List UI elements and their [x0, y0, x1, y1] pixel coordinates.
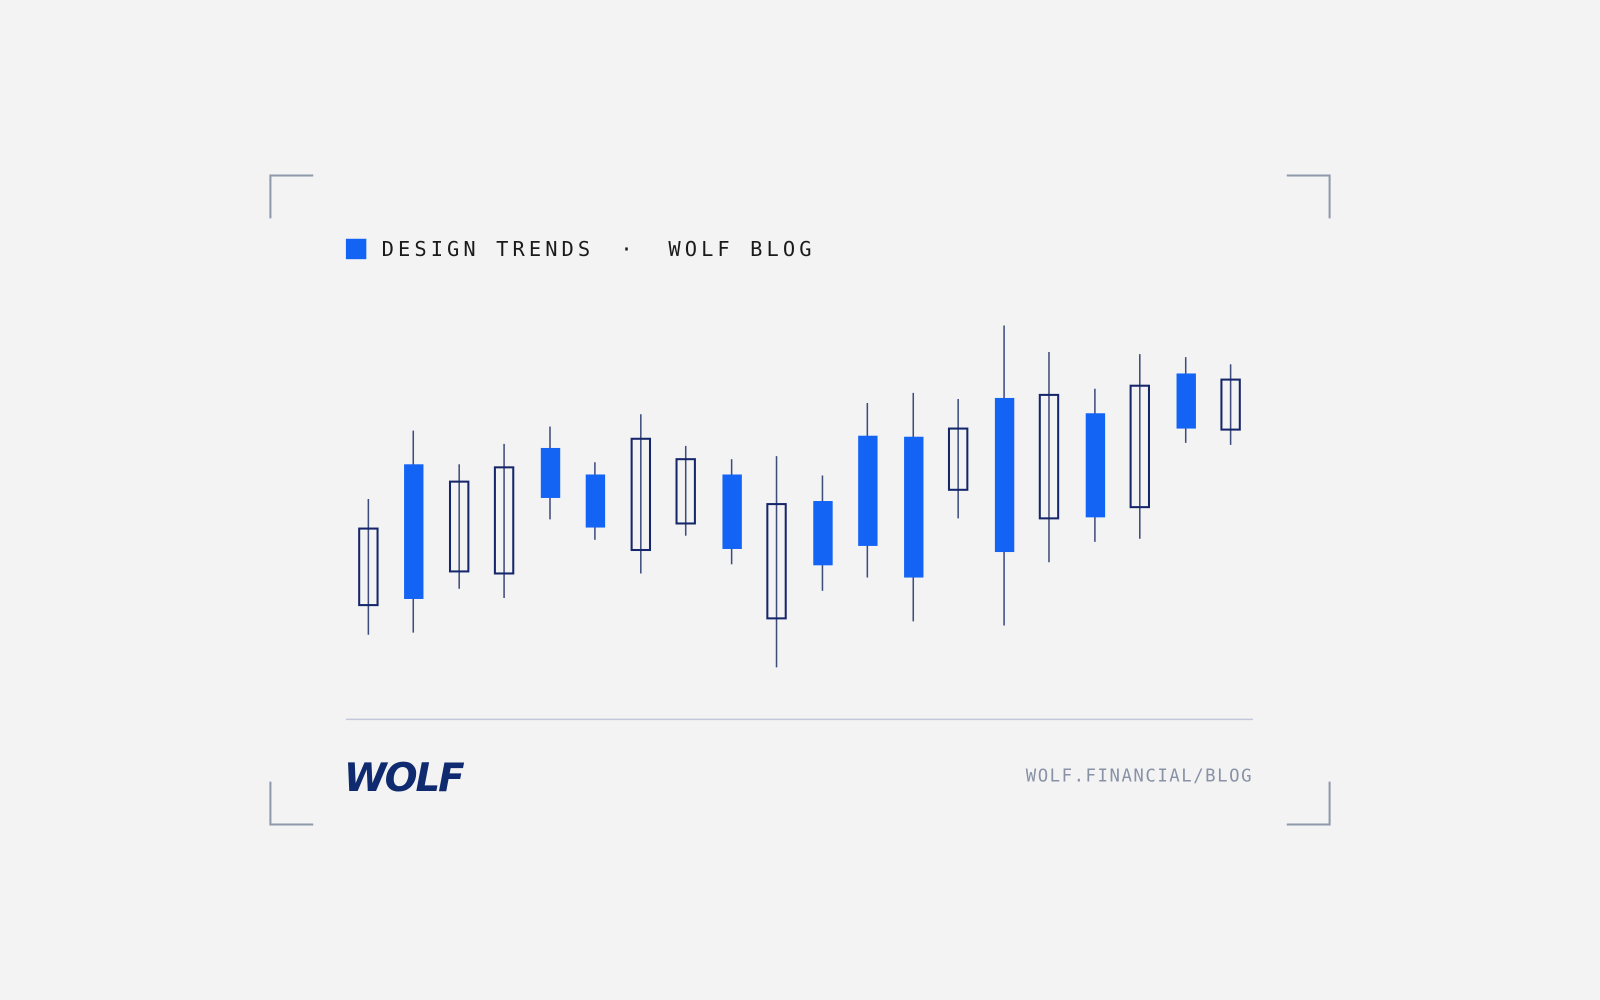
candle [630, 414, 652, 574]
candlestick-illustration [358, 325, 1241, 668]
logo: WOLF [344, 756, 464, 801]
body [448, 480, 470, 573]
separator: · [620, 237, 632, 261]
body [585, 474, 606, 528]
candle [358, 498, 379, 635]
candle [448, 464, 470, 589]
candle [994, 325, 1015, 626]
candle [1220, 364, 1241, 445]
tag-square [345, 238, 367, 260]
body [904, 436, 924, 578]
body [540, 447, 561, 498]
candle [1038, 352, 1060, 563]
body [858, 435, 878, 546]
candle [540, 426, 561, 520]
body [675, 458, 696, 525]
body [404, 464, 424, 599]
corner [1286, 174, 1331, 219]
body [1038, 393, 1060, 520]
candle [813, 475, 833, 591]
body [358, 527, 379, 607]
body [493, 466, 515, 575]
candle [404, 430, 424, 633]
candle [858, 403, 878, 578]
body [722, 474, 742, 549]
corner [1286, 781, 1331, 826]
corner [269, 174, 314, 219]
candle [947, 398, 969, 519]
candle [722, 459, 742, 565]
candle [1176, 357, 1196, 443]
body [1129, 384, 1150, 509]
body [1176, 373, 1196, 429]
corner-brackets [269, 174, 1331, 826]
candle [675, 445, 696, 536]
candle [766, 456, 787, 668]
body [994, 397, 1015, 553]
candle [1129, 354, 1150, 539]
blog-text: WOLF BLOG [668, 237, 815, 261]
body [630, 437, 652, 552]
candle [585, 462, 606, 540]
url: WOLF.FINANCIAL/BLOG [1026, 767, 1253, 787]
corner [269, 781, 314, 826]
body [1085, 413, 1106, 518]
candle [493, 443, 515, 598]
candle [904, 392, 924, 622]
body [766, 503, 787, 620]
tag-text: DESIGN TRENDS [382, 237, 595, 261]
candle [1085, 388, 1106, 542]
body [813, 501, 833, 566]
body [947, 427, 969, 491]
body [1220, 378, 1241, 431]
